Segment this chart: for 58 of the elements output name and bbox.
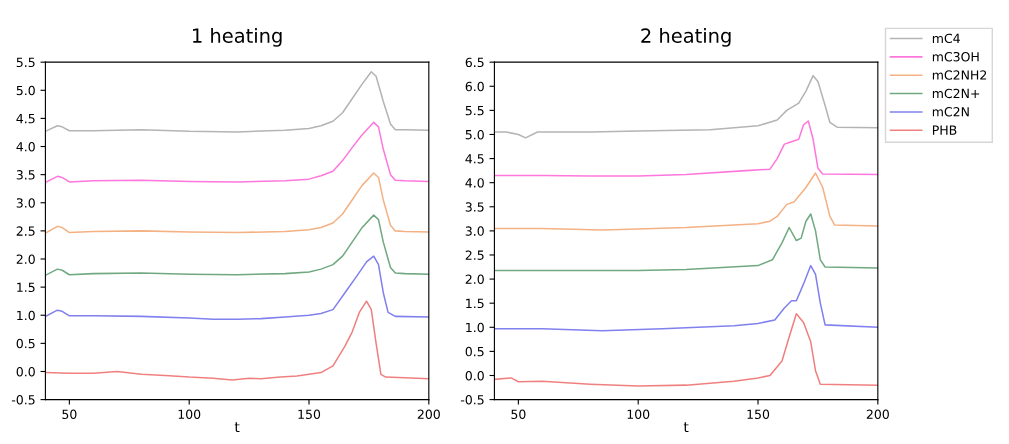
x-tick-label: 150 <box>747 409 770 419</box>
y-tick-label: 6.0 <box>465 81 484 92</box>
y-tick-label: -0.5 <box>460 395 484 405</box>
x-tick-label: 100 <box>627 409 650 419</box>
y-tick-label: 1.0 <box>466 322 484 333</box>
line-series <box>494 120 878 177</box>
x-tick-label: 100 <box>178 409 201 419</box>
chart-title: 1 heating <box>193 27 282 47</box>
y-tick-label: 1.5 <box>466 298 484 309</box>
legend-label: PHB <box>932 125 957 135</box>
y-tick-label: 4.0 <box>465 178 484 188</box>
x-axis-title: t <box>234 422 240 432</box>
y-tick-label: 5.5 <box>465 106 484 116</box>
y-tick-label: 5.5 <box>16 57 35 68</box>
legend-label: mC3OH <box>932 51 979 62</box>
y-tick-label: 1.5 <box>17 282 35 293</box>
legend-label: mC2N+ <box>932 88 980 99</box>
line-series <box>494 172 878 231</box>
y-tick-label: 1.0 <box>17 310 35 321</box>
y-tick-label: 3.5 <box>16 170 35 180</box>
y-tick-label: -0.5 <box>11 395 35 405</box>
line-series <box>494 264 878 332</box>
x-tick-label: 50 <box>511 409 526 419</box>
line-series <box>45 172 429 234</box>
y-tick-label: 3.0 <box>16 198 35 208</box>
line-series <box>45 70 429 133</box>
line-series <box>45 214 429 277</box>
x-tick-label: 200 <box>866 409 889 419</box>
y-tick-label: 2.0 <box>16 254 35 264</box>
x-axis-title: t <box>683 422 689 432</box>
y-tick-label: 3.5 <box>465 202 484 212</box>
y-tick-label: 0.5 <box>16 338 35 349</box>
line-series <box>494 213 878 272</box>
y-tick-label: 4.5 <box>465 154 484 164</box>
legend-label: mC2N <box>932 107 969 117</box>
x-tick-label: 150 <box>298 409 321 419</box>
y-tick-label: 2.0 <box>465 274 484 285</box>
y-tick-label: 0.5 <box>465 346 484 357</box>
y-tick-label: 4.0 <box>16 141 35 152</box>
y-tick-label: 5.0 <box>465 129 484 140</box>
y-tick-label: 0.0 <box>465 370 484 381</box>
y-tick-label: 2.5 <box>465 250 484 260</box>
y-tick-label: 3.0 <box>465 226 484 236</box>
y-tick-label: 4.5 <box>16 114 35 124</box>
x-tick-label: 200 <box>417 409 440 419</box>
line-series <box>494 74 878 139</box>
line-series <box>494 313 878 387</box>
chart-title: 2 heating <box>641 27 731 47</box>
y-tick-label: 5.0 <box>16 85 35 96</box>
line-series <box>45 300 429 381</box>
line-series <box>45 255 429 320</box>
line-series <box>45 121 429 184</box>
y-tick-label: 2.5 <box>16 226 35 236</box>
legend-label: mC2NH2 <box>932 70 987 80</box>
legend-label: mC4 <box>932 33 960 44</box>
x-tick-label: 50 <box>62 409 77 419</box>
y-tick-label: 6.5 <box>465 57 484 68</box>
y-tick-label: 0.0 <box>16 366 35 377</box>
